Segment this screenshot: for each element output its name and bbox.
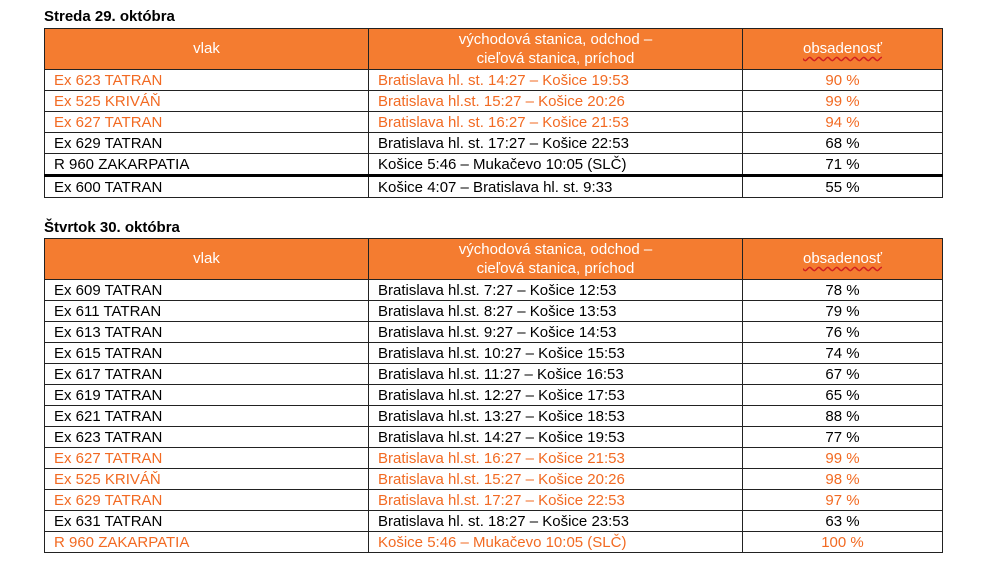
table-row: Ex 609 TATRAN Bratislava hl.st. 7:27 – Ko… [44, 279, 943, 301]
table-row: Ex 627 TATRAN Bratislava hl. st. 16:27 – … [44, 111, 943, 133]
occupancy-cell: 65 % [742, 384, 943, 406]
table-row: Ex 631 TATRAN Bratislava hl. st. 18:27 – … [44, 510, 943, 532]
train-cell: Ex 525 KRIVÁŇ [44, 468, 369, 490]
train-cell: Ex 609 TATRAN [44, 279, 369, 301]
train-cell: R 960 ZAKARPATIA [44, 153, 369, 176]
occupancy-cell: 100 % [742, 531, 943, 553]
table-row: Ex 629 TATRAN Bratislava hl. st. 17:27 – … [44, 132, 943, 154]
train-cell: R 960 ZAKARPATIA [44, 531, 369, 553]
table-row: Ex 600 TATRAN Košice 4:07 – Bratislava hl… [44, 174, 943, 198]
train-cell: Ex 525 KRIVÁŇ [44, 90, 369, 112]
train-cell: Ex 619 TATRAN [44, 384, 369, 406]
occupancy-cell: 88 % [742, 405, 943, 427]
table-row: Ex 629 TATRAN Bratislava hl.st. 17:27 – K… [44, 489, 943, 511]
occupancy-cell: 77 % [742, 426, 943, 448]
table-row: Ex 611 TATRAN Bratislava hl.st. 8:27 – Ko… [44, 300, 943, 322]
header-route-line2: cieľová stanica, príchod [476, 260, 635, 277]
occupancy-cell: 68 % [742, 132, 943, 154]
occupancy-cell: 76 % [742, 321, 943, 343]
train-cell: Ex 613 TATRAN [44, 321, 369, 343]
table-row: Ex 525 KRIVÁŇ Bratislava hl.st. 15:27 – K… [44, 468, 943, 490]
train-cell: Ex 627 TATRAN [44, 447, 369, 469]
route-cell: Bratislava hl.st. 13:27 – Košice 18:53 [368, 405, 743, 427]
route-cell: Bratislava hl.st. 16:27 – Košice 21:53 [368, 447, 743, 469]
train-cell: Ex 623 TATRAN [44, 426, 369, 448]
table-row: Ex 621 TATRAN Bratislava hl.st. 13:27 – K… [44, 405, 943, 427]
train-cell: Ex 629 TATRAN [44, 489, 369, 511]
route-cell: Bratislava hl.st. 14:27 – Košice 19:53 [368, 426, 743, 448]
train-cell: Ex 629 TATRAN [44, 132, 369, 154]
route-cell: Bratislava hl. st. 17:27 – Košice 22:53 [368, 132, 743, 154]
occupancy-cell: 99 % [742, 447, 943, 469]
route-cell: Bratislava hl. st. 18:27 – Košice 23:53 [368, 510, 743, 532]
train-cell: Ex 617 TATRAN [44, 363, 369, 385]
schedule-table-thursday: vlak východová stanica, odchod – cieľová… [44, 238, 943, 553]
occupancy-cell: 74 % [742, 342, 943, 364]
occupancy-cell: 90 % [742, 69, 943, 91]
header-train: vlak [44, 238, 369, 280]
table-row: Ex 623 TATRAN Bratislava hl. st. 14:27 – … [44, 69, 943, 91]
train-cell: Ex 615 TATRAN [44, 342, 369, 364]
table-row: R 960 ZAKARPATIA Košice 5:46 – Mukačevo 1… [44, 153, 943, 176]
header-route-line1: východová stanica, odchod – [458, 31, 653, 48]
header-route: východová stanica, odchod – cieľová stan… [368, 28, 743, 70]
route-cell: Bratislava hl.st. 7:27 – Košice 12:53 [368, 279, 743, 301]
route-cell: Bratislava hl.st. 17:27 – Košice 22:53 [368, 489, 743, 511]
header-occupancy: obsadenosť [742, 238, 943, 280]
section-title-thursday: Štvrtok 30. októbra [44, 219, 180, 236]
occupancy-cell: 97 % [742, 489, 943, 511]
occupancy-cell: 94 % [742, 111, 943, 133]
route-cell: Bratislava hl.st. 9:27 – Košice 14:53 [368, 321, 743, 343]
occupancy-cell: 78 % [742, 279, 943, 301]
occupancy-cell: 98 % [742, 468, 943, 490]
header-route-line1: východová stanica, odchod – [458, 241, 653, 258]
occupancy-cell: 67 % [742, 363, 943, 385]
table-row: Ex 615 TATRAN Bratislava hl.st. 10:27 – K… [44, 342, 943, 364]
table-row: Ex 627 TATRAN Bratislava hl.st. 16:27 – K… [44, 447, 943, 469]
section-title-wednesday: Streda 29. októbra [44, 8, 175, 25]
table-header-row: vlak východová stanica, odchod – cieľová… [44, 238, 943, 280]
header-train: vlak [44, 28, 369, 70]
route-cell: Košice 5:46 – Mukačevo 10:05 (SLČ) [368, 153, 743, 176]
route-cell: Bratislava hl.st. 12:27 – Košice 17:53 [368, 384, 743, 406]
occupancy-cell: 63 % [742, 510, 943, 532]
table-row: Ex 619 TATRAN Bratislava hl.st. 12:27 – K… [44, 384, 943, 406]
table-row: Ex 525 KRIVÁŇ Bratislava hl.st. 15:27 – K… [44, 90, 943, 112]
header-occupancy: obsadenosť [742, 28, 943, 70]
route-cell: Bratislava hl.st. 11:27 – Košice 16:53 [368, 363, 743, 385]
occupancy-cell: 71 % [742, 153, 943, 176]
route-cell: Bratislava hl. st. 16:27 – Košice 21:53 [368, 111, 743, 133]
route-cell: Bratislava hl. st. 14:27 – Košice 19:53 [368, 69, 743, 91]
train-cell: Ex 627 TATRAN [44, 111, 369, 133]
header-route-line2: cieľová stanica, príchod [476, 50, 635, 67]
train-cell: Ex 631 TATRAN [44, 510, 369, 532]
header-route: východová stanica, odchod – cieľová stan… [368, 238, 743, 280]
route-cell: Košice 4:07 – Bratislava hl. st. 9:33 [368, 174, 743, 198]
occupancy-cell: 55 % [742, 174, 943, 198]
schedule-table-wednesday: vlak východová stanica, odchod – cieľová… [44, 28, 943, 198]
table-row: Ex 623 TATRAN Bratislava hl.st. 14:27 – K… [44, 426, 943, 448]
table-row: Ex 617 TATRAN Bratislava hl.st. 11:27 – K… [44, 363, 943, 385]
route-cell: Bratislava hl.st. 8:27 – Košice 13:53 [368, 300, 743, 322]
table-body-wednesday: Ex 623 TATRAN Bratislava hl. st. 14:27 – … [44, 69, 943, 198]
occupancy-cell: 79 % [742, 300, 943, 322]
route-cell: Košice 5:46 – Mukačevo 10:05 (SLČ) [368, 531, 743, 553]
train-cell: Ex 600 TATRAN [44, 174, 369, 198]
route-cell: Bratislava hl.st. 10:27 – Košice 15:53 [368, 342, 743, 364]
header-occupancy-label: obsadenosť [802, 250, 883, 267]
train-cell: Ex 623 TATRAN [44, 69, 369, 91]
occupancy-cell: 99 % [742, 90, 943, 112]
table-header-row: vlak východová stanica, odchod – cieľová… [44, 28, 943, 70]
train-cell: Ex 611 TATRAN [44, 300, 369, 322]
train-cell: Ex 621 TATRAN [44, 405, 369, 427]
table-row: R 960 ZAKARPATIA Košice 5:46 – Mukačevo 1… [44, 531, 943, 553]
route-cell: Bratislava hl.st. 15:27 – Košice 20:26 [368, 468, 743, 490]
table-body-thursday: Ex 609 TATRAN Bratislava hl.st. 7:27 – Ko… [44, 279, 943, 553]
table-row: Ex 613 TATRAN Bratislava hl.st. 9:27 – Ko… [44, 321, 943, 343]
header-occupancy-label: obsadenosť [802, 40, 883, 57]
route-cell: Bratislava hl.st. 15:27 – Košice 20:26 [368, 90, 743, 112]
